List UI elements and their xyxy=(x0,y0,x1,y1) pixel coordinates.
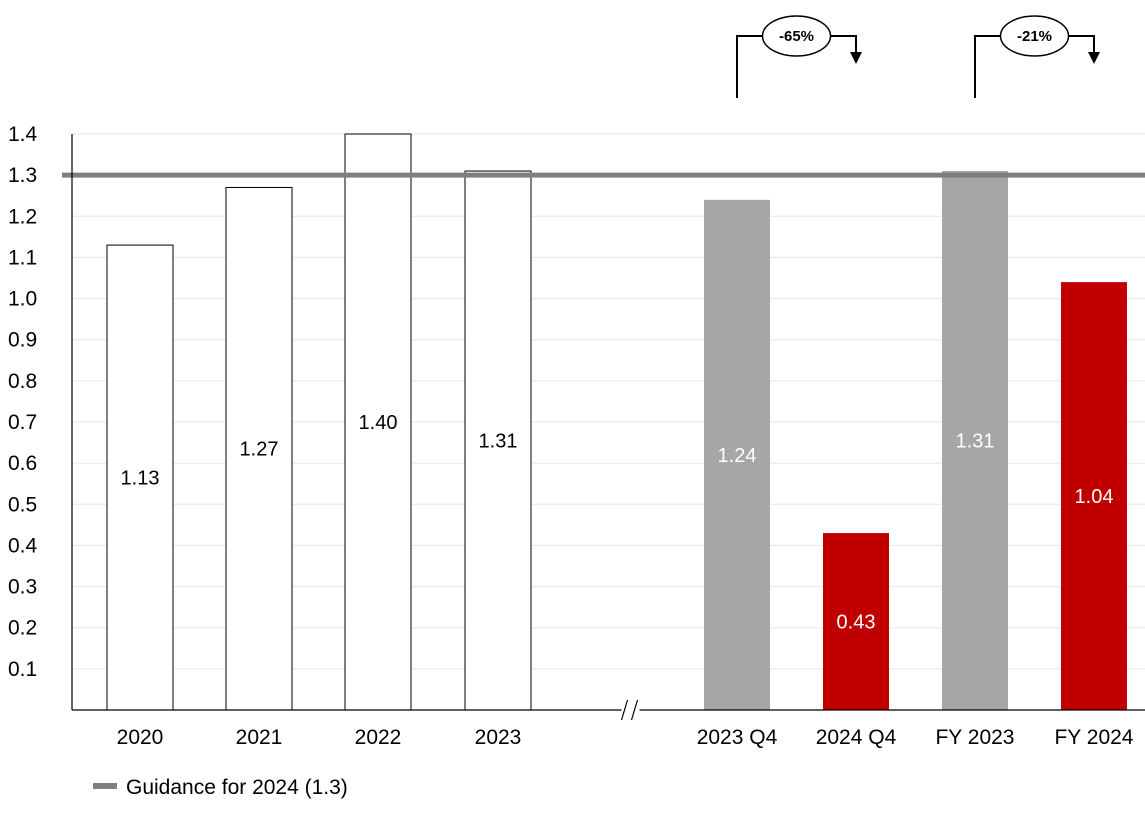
bar-fy-2024 xyxy=(1061,282,1127,710)
arrow-down-icon xyxy=(850,52,862,64)
bar-value-label: 1.04 xyxy=(1075,486,1114,508)
x-category-label: 2023 Q4 xyxy=(697,726,778,749)
x-category-label: 2024 Q4 xyxy=(816,726,897,749)
bar-2020 xyxy=(106,244,174,711)
annotation-percent-label: -65% xyxy=(779,28,814,45)
axes xyxy=(71,134,1145,721)
bars: 1.13 1.27 1.40 1.31 1.24 0.43 1.31 1.04 xyxy=(106,133,1127,711)
y-tick-label: 1.1 xyxy=(8,246,37,269)
axis-break-mark xyxy=(620,699,629,721)
y-tick-label: 0.1 xyxy=(8,658,37,681)
annotation-bracket xyxy=(974,35,1007,98)
bar-2023 xyxy=(464,170,532,711)
x-category-label: 2021 xyxy=(236,726,283,749)
annotation-percent-label: -21% xyxy=(1017,28,1052,45)
x-category-label: FY 2023 xyxy=(935,726,1014,749)
legend: Guidance for 2024 (1.3) xyxy=(93,776,348,799)
annotation-bracket xyxy=(1062,35,1095,54)
y-tick-label: 0.2 xyxy=(8,617,37,640)
bar-value-label: 1.27 xyxy=(240,439,279,461)
y-tick-label: 1.4 xyxy=(8,123,38,146)
bar-value-label: 1.31 xyxy=(956,431,995,453)
x-category-label: FY 2024 xyxy=(1054,726,1133,749)
y-tick-label: 0.9 xyxy=(8,329,37,352)
x-axis-categories: 2020 2021 2022 2023 2023 Q4 2024 Q4 FY 2023 FY … xyxy=(117,726,1134,749)
y-tick-label: 1.2 xyxy=(8,205,37,228)
y-tick-label: 0.7 xyxy=(8,411,37,434)
y-tick-label: 1.0 xyxy=(8,288,37,311)
x-category-label: 2022 xyxy=(355,726,402,749)
bar-2021 xyxy=(225,186,293,711)
y-tick-label: 0.5 xyxy=(8,493,37,516)
legend-swatch xyxy=(93,783,117,789)
bar-2023-q4 xyxy=(704,199,770,711)
change-annotations: -65% -21% xyxy=(736,15,1100,98)
y-tick-label: 0.6 xyxy=(8,452,37,475)
x-category-label: 2020 xyxy=(117,726,164,749)
annotation-bracket xyxy=(824,35,857,54)
bar-value-label: 1.31 xyxy=(479,431,518,453)
y-axis-ticks: 0.1 0.2 0.3 0.4 0.5 0.6 0.7 0.8 0.9 1.0 1.1 1.2 1.3 1… xyxy=(8,123,38,681)
bar-value-label: 1.13 xyxy=(121,468,160,490)
bar-value-label: 0.43 xyxy=(837,612,876,634)
bar-2024-q4 xyxy=(823,533,889,710)
bar-fy-2023 xyxy=(942,171,1008,710)
y-tick-label: 0.4 xyxy=(8,534,38,557)
bar-value-label: 1.40 xyxy=(359,412,398,434)
annotation-bracket xyxy=(736,35,769,98)
legend-label: Guidance for 2024 (1.3) xyxy=(126,776,348,799)
bar-value-label: 1.24 xyxy=(718,445,757,467)
annotation-oval xyxy=(999,15,1070,57)
x-category-label: 2023 xyxy=(475,726,522,749)
y-tick-label: 0.3 xyxy=(8,576,37,599)
arrow-down-icon xyxy=(1088,52,1100,64)
axis-break-mark xyxy=(630,699,639,721)
y-tick-label: 1.3 xyxy=(8,164,37,187)
y-tick-label: 0.8 xyxy=(8,370,37,393)
annotation-oval xyxy=(761,15,832,57)
